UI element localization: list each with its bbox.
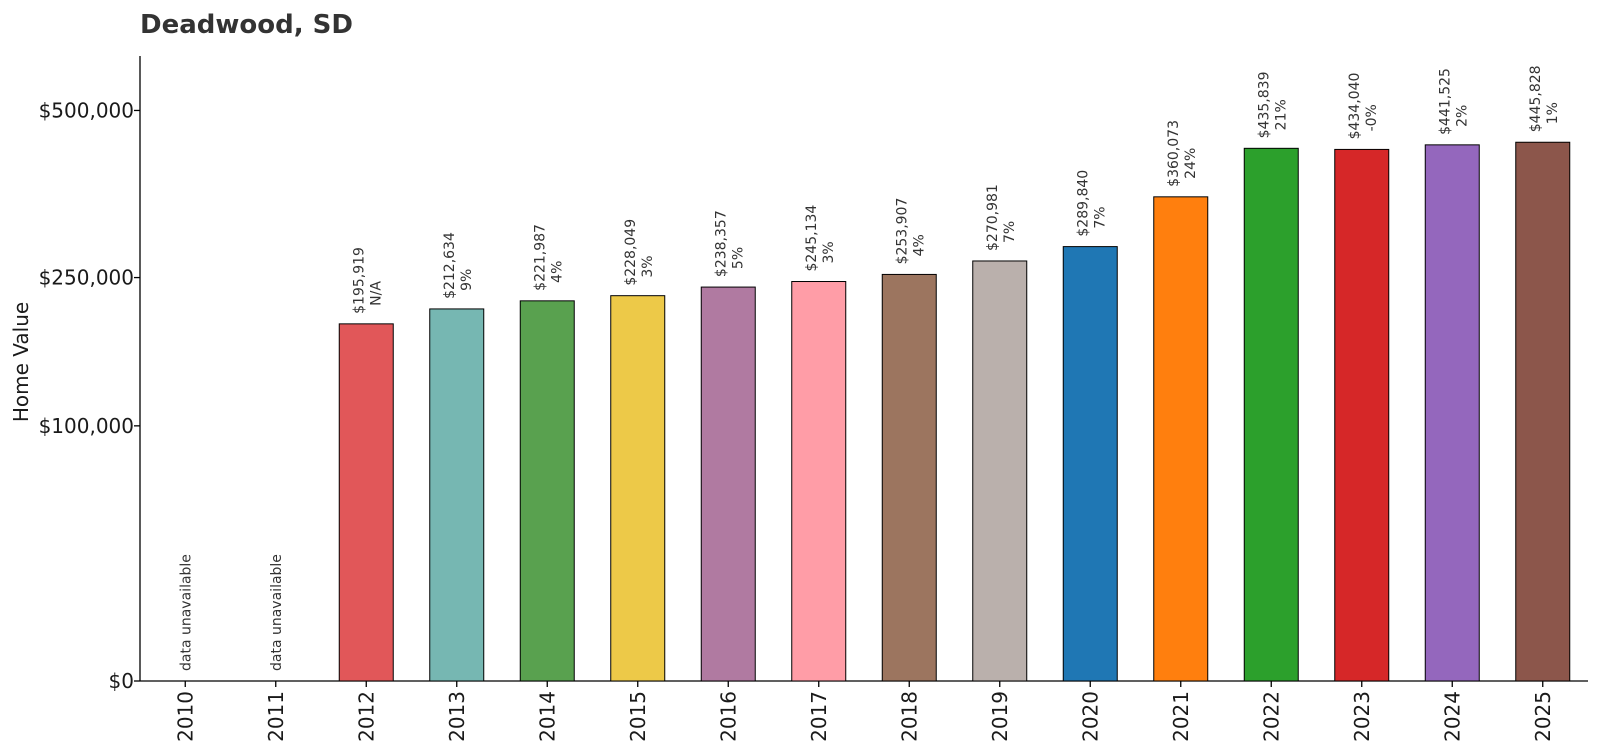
bar-change-label: 7% — [1002, 221, 1018, 243]
x-tick-label: 2010 — [173, 691, 197, 742]
bar — [1515, 141, 1571, 682]
x-tick-label: 2018 — [897, 691, 921, 742]
bar-value-label: data unavailable — [269, 554, 285, 671]
x-tick-label: 2021 — [1169, 691, 1193, 742]
bar-value-label: $435,839 — [1256, 72, 1272, 139]
bar-change-label: 4% — [549, 261, 565, 283]
bar — [972, 260, 1028, 682]
bar-change-label: 4% — [911, 234, 927, 256]
bar — [519, 300, 575, 682]
bar — [1243, 147, 1299, 682]
x-tick-label: 2016 — [716, 691, 740, 742]
bar-value-label: $441,525 — [1437, 68, 1453, 135]
x-tick-label: 2015 — [626, 691, 650, 742]
bar — [881, 273, 937, 682]
bar-value-label: $270,981 — [985, 184, 1001, 251]
x-tick-label: 2025 — [1531, 691, 1555, 742]
x-tick-label: 2020 — [1078, 691, 1102, 742]
y-axis-label: Home Value — [9, 302, 33, 422]
bar-value-label: $221,987 — [532, 224, 548, 291]
bar — [1424, 144, 1480, 682]
x-tick-label: 2023 — [1350, 691, 1374, 742]
bar-change-label: 9% — [459, 269, 475, 291]
x-tick-label: 2012 — [354, 691, 378, 742]
y-tick-label: $250,000 — [39, 266, 134, 290]
chart-title: Deadwood, SD — [140, 10, 353, 40]
x-tick-label: 2013 — [445, 691, 469, 742]
bar-value-label: $238,357 — [713, 210, 729, 277]
bar-change-label: 24% — [1183, 148, 1199, 179]
y-tick-label: $0 — [109, 669, 134, 693]
bar-value-label: $445,828 — [1528, 65, 1544, 132]
bar-value-label: $195,919 — [351, 247, 367, 314]
bar — [429, 308, 485, 682]
bar-value-label: $289,840 — [1075, 170, 1091, 237]
y-tick-label: $100,000 — [39, 414, 134, 438]
x-tick-label: 2022 — [1259, 691, 1283, 742]
bar-change-label: -0% — [1364, 104, 1380, 131]
bar-change-label: 3% — [821, 241, 837, 263]
bar — [1062, 246, 1118, 682]
bar — [791, 281, 847, 682]
bar — [1334, 148, 1390, 682]
x-tick-label: 2014 — [535, 691, 559, 742]
bar — [1153, 196, 1209, 682]
bar-change-label: 2% — [1454, 105, 1470, 127]
bar-change-label: 3% — [640, 255, 656, 277]
bar-value-label: $253,907 — [894, 198, 910, 265]
x-tick-label: 2019 — [988, 691, 1012, 742]
bar-change-label: 5% — [730, 247, 746, 269]
x-tick-label: 2011 — [264, 691, 288, 742]
bar-value-label: $228,049 — [623, 219, 639, 286]
bar — [700, 286, 756, 682]
bar-value-label: data unavailable — [178, 554, 194, 671]
bar-change-label: 7% — [1092, 206, 1108, 228]
bar-value-label: $212,634 — [442, 232, 458, 299]
x-tick-label: 2024 — [1440, 691, 1464, 742]
bar-value-label: $434,040 — [1347, 73, 1363, 140]
bar-value-label: $360,073 — [1166, 120, 1182, 187]
plot-area: $0 $100,000 $250,000 $500,000 2010 data unava… — [39, 56, 1588, 742]
bar-change-label: 1% — [1545, 102, 1561, 124]
x-tick-label: 2017 — [807, 691, 831, 742]
bar-change-label: N/A — [368, 281, 384, 306]
bar — [610, 295, 666, 682]
bar — [338, 323, 394, 682]
bar-change-label: 21% — [1273, 99, 1289, 130]
bar-value-label: $245,134 — [804, 205, 820, 272]
y-tick-label: $500,000 — [39, 98, 134, 122]
